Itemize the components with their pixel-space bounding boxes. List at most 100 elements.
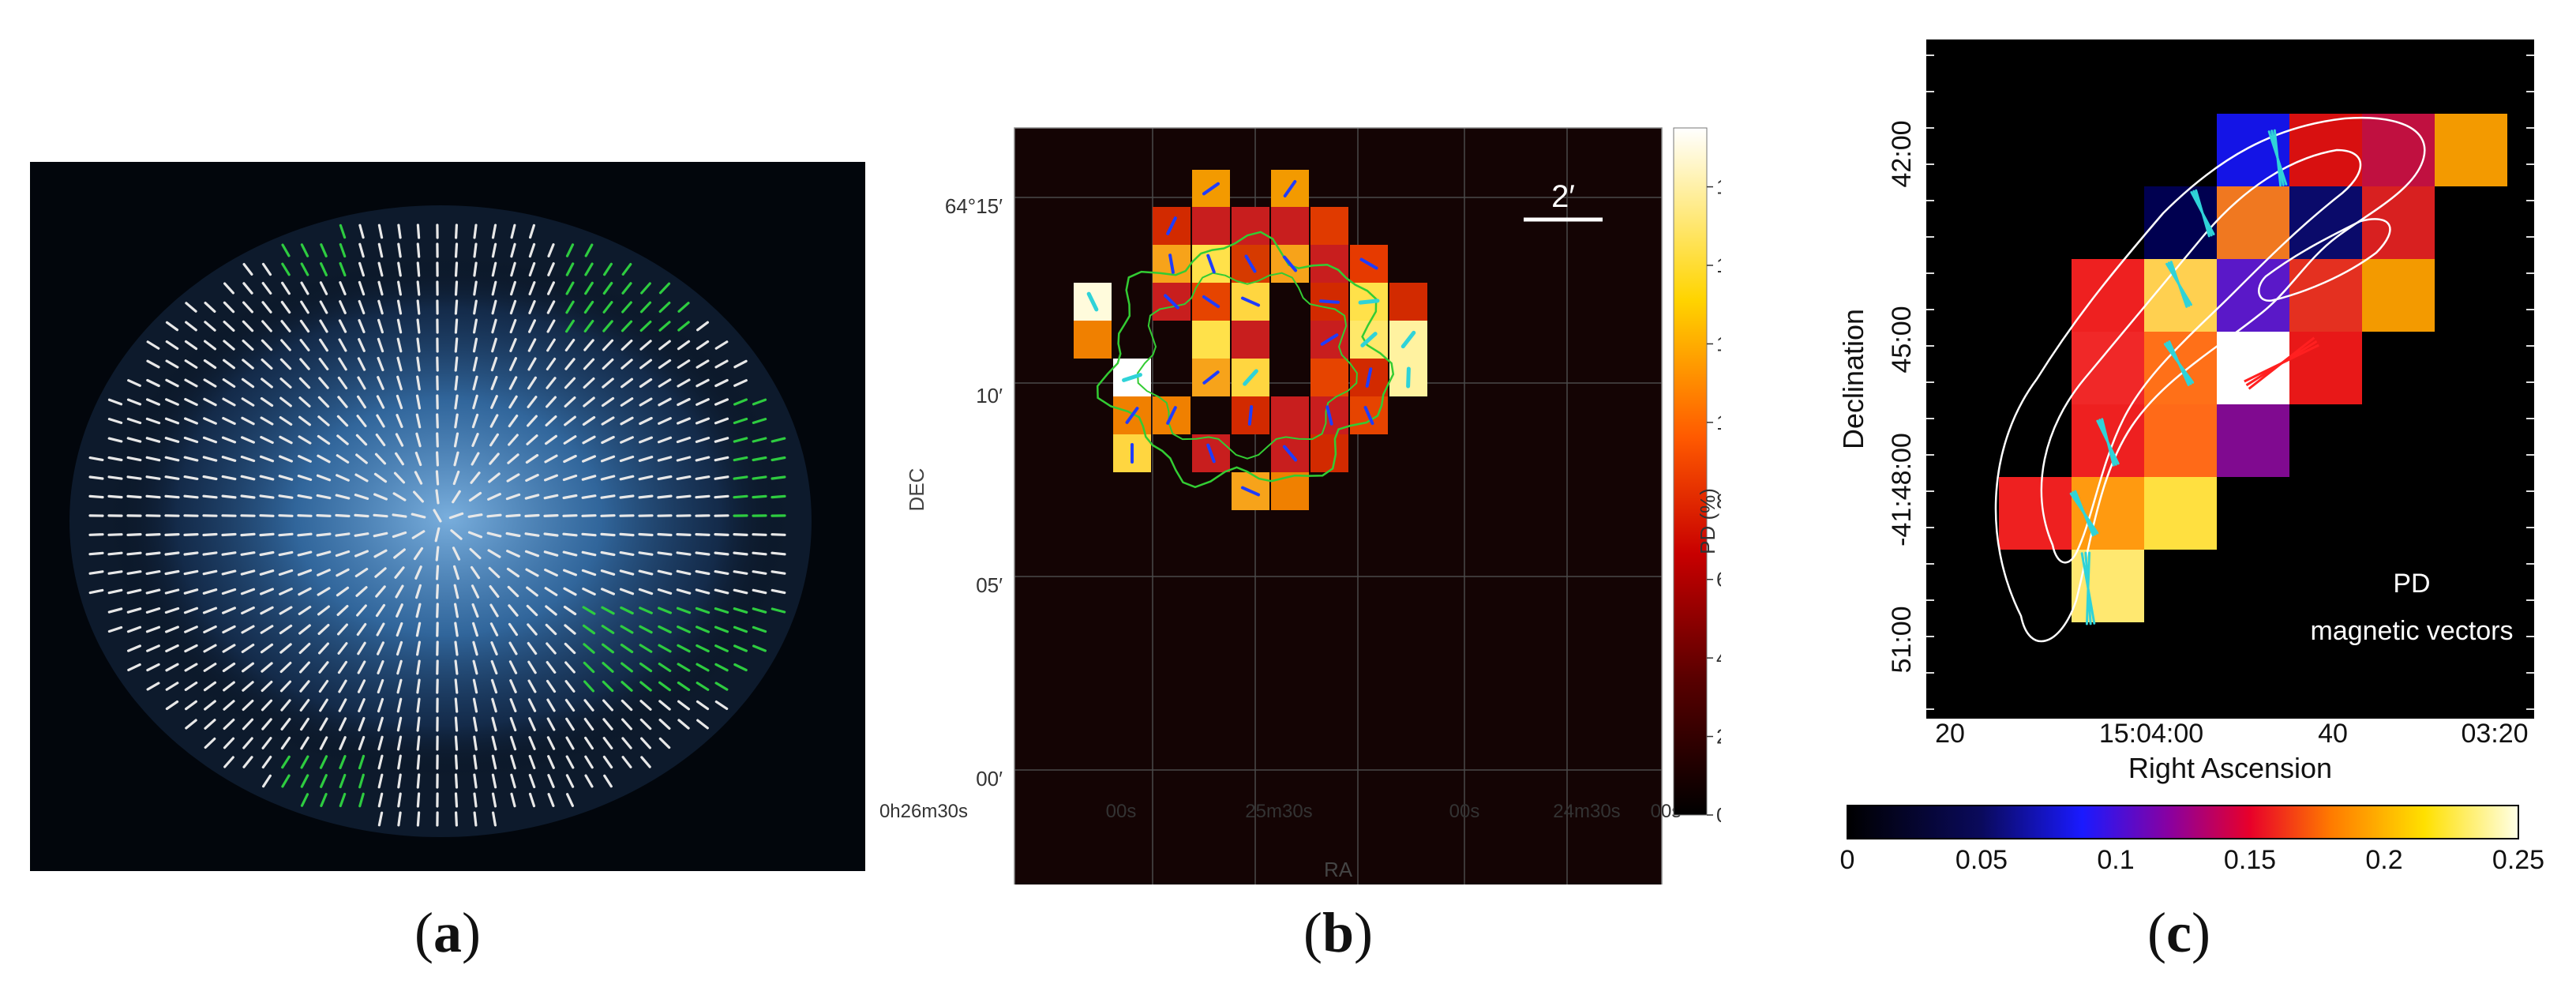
polarization-vector xyxy=(528,242,536,258)
magnetic-vector xyxy=(2163,343,2195,384)
polarization-vector xyxy=(638,436,654,444)
polarization-vector xyxy=(565,793,575,807)
polarization-vector xyxy=(696,644,710,653)
polarization-vector xyxy=(392,513,407,518)
pd-cell xyxy=(2144,477,2217,550)
polarization-vector xyxy=(752,570,767,575)
polarization-vector xyxy=(471,413,479,429)
polarization-vector xyxy=(241,397,255,407)
polarization-vector xyxy=(222,644,236,653)
polarization-vector xyxy=(358,242,365,258)
polarization-vector xyxy=(436,603,439,618)
polarization-vector xyxy=(107,418,123,424)
polarization-vector xyxy=(416,697,421,713)
polarization-vector xyxy=(677,719,690,730)
polarization-vector xyxy=(658,321,671,332)
polarization-vector xyxy=(676,494,692,499)
pd-cell xyxy=(1232,207,1269,245)
polarization-vector xyxy=(733,551,748,556)
polarization-vector xyxy=(395,452,404,466)
polarization-vector xyxy=(316,474,332,482)
polarization-vector xyxy=(467,531,483,539)
polarization-vector xyxy=(527,376,538,390)
polarization-vector xyxy=(416,356,421,372)
polarization-vector xyxy=(317,434,331,445)
polarization-vector xyxy=(107,398,123,406)
polarization-vector xyxy=(107,625,123,633)
polarization-vector xyxy=(696,398,710,406)
pd-cell xyxy=(2144,404,2217,477)
polarization-vector xyxy=(639,737,652,749)
polarization-vector xyxy=(145,569,161,576)
polarization-vector xyxy=(714,456,729,462)
polarization-vector xyxy=(752,456,767,462)
polarization-vector xyxy=(164,437,180,443)
polarization-vector xyxy=(339,300,347,314)
polarization-vector xyxy=(394,566,405,579)
polarization-vector xyxy=(126,570,142,575)
polarization-vector xyxy=(621,282,632,295)
polarization-vector xyxy=(354,494,369,500)
polarization-vector xyxy=(261,282,272,295)
polarization-vector xyxy=(377,754,384,770)
polarization-vector xyxy=(584,262,594,276)
caption-a: (a) xyxy=(414,901,481,964)
polarization-vector xyxy=(564,642,576,655)
polarization-vector xyxy=(221,494,237,499)
polarization-vector xyxy=(620,397,634,407)
polarization-vector xyxy=(714,625,729,633)
polarization-vector xyxy=(657,475,673,481)
colorbar-tick-label: 4 xyxy=(1716,646,1721,670)
polarization-vector xyxy=(528,281,536,295)
polarization-vector xyxy=(259,475,275,481)
polarization-vector xyxy=(639,644,653,653)
polarization-vector xyxy=(639,662,653,673)
polarization-vector xyxy=(695,625,711,633)
polarization-vector xyxy=(335,494,351,500)
polarization-vector xyxy=(107,494,123,499)
polarization-vector xyxy=(450,529,463,540)
polarization-vector xyxy=(126,607,142,614)
polarization-vector xyxy=(416,299,421,315)
polarization-vector xyxy=(583,661,595,674)
polarization-vector xyxy=(416,735,421,751)
polarization-vector xyxy=(528,792,536,808)
polarization-vector xyxy=(336,434,349,445)
polarization-vector xyxy=(733,644,748,652)
legend-pd: PD xyxy=(2393,569,2430,599)
polarization-vector xyxy=(395,584,404,599)
polarization-vector xyxy=(221,588,237,595)
magnetic-vector xyxy=(2267,130,2288,186)
polarization-vector xyxy=(452,565,460,580)
polarization-vector xyxy=(240,532,256,537)
polarization-vector xyxy=(377,299,384,315)
polarization-vector xyxy=(240,494,256,499)
polarization-vector xyxy=(392,492,407,501)
polarization-vector xyxy=(620,377,634,389)
polarization-vector xyxy=(639,700,652,711)
polarization-vector xyxy=(471,452,480,466)
polarization-vector xyxy=(183,551,199,556)
polarization-vector xyxy=(621,263,632,276)
polarization-vector xyxy=(184,681,198,692)
polarization-vector xyxy=(602,718,613,730)
polarization-vector xyxy=(416,318,421,334)
polarization-vector xyxy=(261,262,272,276)
pd-cell xyxy=(2072,259,2144,332)
polarization-vector xyxy=(204,302,216,313)
polarization-vector xyxy=(397,223,402,239)
polarization-vector xyxy=(145,607,161,614)
polarization-vector xyxy=(354,473,369,483)
polarization-vector xyxy=(146,378,160,388)
polarization-vector xyxy=(639,718,652,730)
polarization-vector xyxy=(601,606,615,615)
polarization-vector xyxy=(472,659,478,675)
polarization-vector xyxy=(241,436,255,444)
polarization-vector xyxy=(279,624,293,635)
polarization-vector xyxy=(146,340,160,350)
polarization-vector xyxy=(564,698,576,712)
polarization-vector xyxy=(358,280,366,296)
polarization-vector xyxy=(411,513,426,519)
polarization-vector xyxy=(374,567,387,578)
polarization-vector xyxy=(581,455,597,463)
